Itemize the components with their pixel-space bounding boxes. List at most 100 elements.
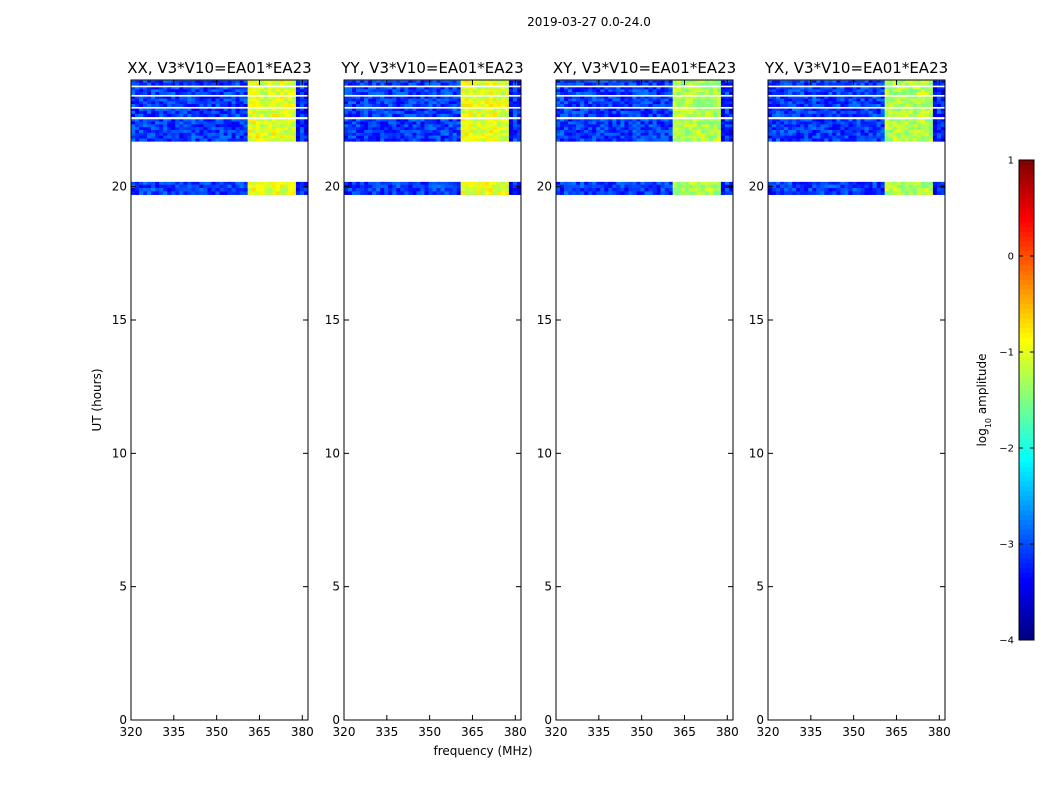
heatmap-cell	[388, 124, 393, 128]
heatmap-cell	[620, 118, 625, 122]
y-tick-label: 5	[756, 580, 764, 594]
heatmap-cell	[884, 113, 889, 118]
heatmap-cell	[275, 188, 281, 192]
heatmap-cell	[428, 181, 433, 185]
heatmap-cell	[800, 110, 805, 115]
heatmap-cell	[368, 135, 373, 139]
heatmap-cell	[163, 110, 168, 115]
heatmap-cell	[564, 127, 569, 131]
heatmap-cell	[872, 108, 877, 112]
heatmap-cell	[816, 130, 821, 134]
heatmap-cell	[187, 191, 192, 195]
heatmap-cell	[488, 113, 494, 118]
heatmap-cell	[576, 184, 581, 189]
heatmap-cell	[476, 110, 482, 115]
heatmap-cell	[580, 132, 585, 136]
heatmap-cell	[852, 108, 857, 112]
heatmap-cell	[564, 80, 569, 83]
heatmap-cell	[612, 132, 617, 136]
colorbar-tick-label: −3	[999, 540, 1014, 551]
heatmap-cell	[512, 124, 518, 128]
heatmap-cell	[724, 127, 730, 131]
heatmap-cell	[295, 121, 301, 125]
heatmap-cell	[624, 113, 629, 118]
heatmap-cell	[664, 135, 669, 139]
heatmap-cell	[392, 113, 397, 118]
heatmap-cell	[656, 135, 661, 139]
heatmap-cell	[135, 130, 140, 134]
heatmap-cell	[920, 108, 926, 112]
heatmap-cell	[576, 124, 581, 128]
heatmap-cell	[904, 124, 910, 128]
heatmap-cell	[940, 113, 946, 118]
heatmap-cell	[287, 181, 293, 185]
heatmap-cell	[412, 96, 417, 99]
heatmap-cell	[299, 132, 305, 136]
heatmap-cell	[183, 181, 188, 185]
heatmap-cell	[860, 89, 865, 93]
heatmap-cell	[668, 118, 673, 122]
heatmap-cell	[852, 89, 857, 93]
heatmap-cell	[800, 181, 805, 185]
heatmap-cell	[696, 82, 702, 86]
heatmap-cell	[380, 80, 385, 83]
heatmap-cell	[664, 132, 669, 136]
heatmap-cell	[448, 138, 453, 142]
heatmap-cell	[139, 118, 144, 122]
heatmap-cell	[896, 108, 902, 112]
heatmap-cell	[840, 127, 845, 131]
heatmap-cell	[504, 96, 510, 99]
heatmap-cell	[564, 188, 569, 192]
data-block	[556, 79, 734, 86]
heatmap-cell	[428, 121, 433, 125]
heatmap-cell	[804, 181, 809, 185]
heatmap-cell	[800, 92, 805, 95]
heatmap-cell	[424, 110, 429, 115]
heatmap-cell	[207, 110, 212, 115]
heatmap-cell	[372, 104, 377, 107]
heatmap-cell	[360, 135, 365, 139]
heatmap-cell	[772, 135, 777, 139]
heatmap-cell	[360, 82, 365, 86]
heatmap-cell	[372, 118, 377, 122]
heatmap-cell	[179, 86, 184, 90]
heatmap-cell	[267, 127, 273, 131]
heatmap-cell	[404, 96, 409, 99]
heatmap-cell	[287, 110, 293, 115]
heatmap-cell	[728, 188, 734, 192]
heatmap-cell	[287, 108, 293, 112]
heatmap-cell	[400, 130, 405, 134]
heatmap-cell	[448, 127, 453, 131]
heatmap-cell	[712, 121, 718, 125]
heatmap-cell	[772, 86, 777, 90]
heatmap-cell	[888, 110, 893, 115]
heatmap-cell	[780, 130, 785, 134]
heatmap-cell	[199, 80, 204, 83]
heatmap-cell	[588, 101, 593, 105]
heatmap-cell	[616, 101, 621, 105]
heatmap-cell	[656, 121, 661, 125]
heatmap-cell	[884, 92, 889, 95]
heatmap-cell	[820, 98, 825, 102]
heatmap-cell	[920, 80, 926, 83]
heatmap-cell	[360, 127, 365, 131]
heatmap-cell	[500, 121, 506, 125]
heatmap-cell	[179, 108, 184, 112]
heatmap-cell	[672, 130, 677, 134]
heatmap-cell	[660, 184, 665, 189]
heatmap-cell	[720, 135, 726, 139]
heatmap-cell	[880, 113, 885, 118]
heatmap-cell	[488, 101, 494, 105]
x-tick-label: 335	[375, 725, 398, 739]
heatmap-cell	[163, 124, 168, 128]
heatmap-cell	[860, 113, 865, 118]
heatmap-cell	[788, 135, 793, 139]
heatmap-cell	[884, 132, 889, 136]
heatmap-cell	[155, 127, 160, 131]
heatmap-cell	[352, 92, 357, 95]
heatmap-cell	[836, 108, 841, 112]
heatmap-cell	[840, 96, 845, 99]
heatmap-cell	[496, 98, 502, 102]
heatmap-cell	[500, 104, 506, 107]
